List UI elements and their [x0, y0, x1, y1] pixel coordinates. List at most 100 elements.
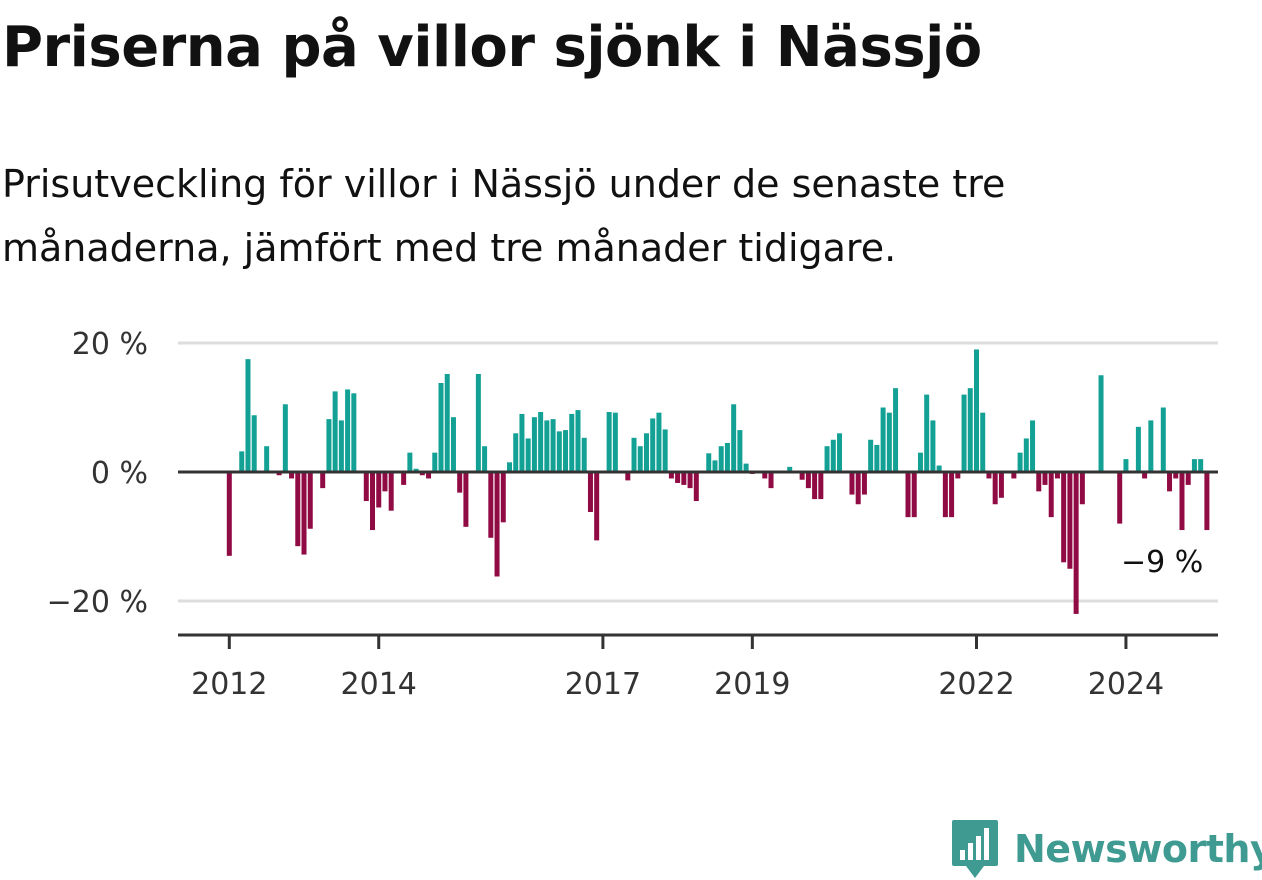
last-value-annotation: −9 % [1121, 545, 1203, 580]
bar [955, 472, 961, 479]
bar [556, 431, 562, 472]
bar [1042, 472, 1048, 485]
bar [743, 463, 749, 472]
bar [289, 472, 295, 479]
bar [251, 415, 257, 472]
bar [426, 472, 432, 479]
bar [812, 472, 818, 500]
bar [837, 433, 843, 472]
bar [737, 430, 743, 472]
bar [482, 446, 488, 472]
bar [332, 391, 338, 473]
bar [1048, 472, 1054, 518]
bar [407, 452, 413, 472]
bar [276, 472, 282, 476]
bar [382, 472, 388, 492]
x-tick-label: 2024 [1088, 667, 1164, 702]
bar [463, 472, 469, 527]
bar [507, 462, 512, 472]
bar [980, 412, 986, 472]
bar [1160, 407, 1166, 472]
bar [363, 472, 369, 502]
bar [1123, 459, 1129, 472]
bar [930, 420, 936, 472]
logo-text: Newsworthy [1014, 827, 1262, 871]
bar [681, 472, 687, 485]
bar [911, 472, 917, 518]
bar [924, 394, 930, 472]
bar [668, 472, 674, 479]
bar [936, 465, 942, 472]
bar [762, 472, 768, 479]
bar [531, 417, 537, 473]
bar [475, 373, 481, 472]
bar [1067, 472, 1073, 569]
bar [351, 393, 357, 472]
bar [1135, 426, 1141, 472]
bar [625, 472, 631, 481]
bar [731, 404, 737, 472]
bar [500, 472, 506, 523]
tick-labels: 20 % 0 % −20 % 2012 2014 2017 2019 2022 2024 −9 % [47, 327, 1204, 702]
bar [587, 472, 593, 512]
bar [787, 466, 793, 472]
bar [706, 453, 712, 472]
bar [818, 472, 824, 500]
bar [239, 451, 245, 472]
bar [594, 472, 600, 541]
x-tick-label: 2019 [714, 667, 790, 702]
bar [575, 410, 581, 472]
newsworthy-bar-chart-pin-icon [952, 820, 998, 878]
bar [662, 429, 668, 472]
bar [1017, 452, 1023, 472]
newsworthy-logo: Newsworthy [950, 818, 1262, 880]
bar [494, 472, 500, 577]
bar-series [226, 349, 1210, 614]
bar [874, 444, 880, 472]
bar [563, 430, 569, 472]
bar [1173, 472, 1179, 479]
bar [569, 413, 575, 472]
bar [917, 452, 923, 472]
bar [338, 420, 344, 472]
y-tick-label: −20 % [47, 585, 148, 620]
bar [295, 472, 301, 547]
bar [1098, 375, 1104, 472]
x-tick-label: 2017 [565, 667, 641, 702]
bar [488, 472, 494, 538]
bar [1117, 472, 1123, 524]
bar [444, 373, 450, 472]
bar [949, 472, 955, 518]
bar [370, 472, 376, 531]
bar [245, 359, 251, 473]
bar [1011, 472, 1017, 479]
x-tick-label: 2014 [341, 667, 417, 702]
bar [992, 472, 998, 505]
bar [637, 446, 643, 472]
x-tick-label: 2012 [191, 667, 267, 702]
bar [1185, 472, 1191, 485]
bar [974, 349, 979, 472]
bar [880, 407, 886, 472]
y-tick-label: 0 % [91, 456, 148, 491]
bar [942, 472, 948, 518]
bar [612, 412, 618, 472]
bar [1179, 472, 1185, 531]
bar [307, 472, 313, 529]
bar [1061, 472, 1067, 563]
bar [1191, 459, 1197, 472]
bar [861, 472, 867, 495]
bar [967, 388, 973, 472]
bar [1204, 472, 1210, 531]
y-tick-label: 20 % [72, 327, 148, 362]
bar [893, 388, 899, 472]
bar [986, 472, 992, 479]
bar [855, 472, 861, 505]
bar [998, 472, 1004, 498]
bar [1198, 459, 1204, 472]
bar [550, 419, 556, 472]
bar [1054, 472, 1060, 479]
bar [326, 419, 332, 472]
bar [1079, 472, 1085, 505]
